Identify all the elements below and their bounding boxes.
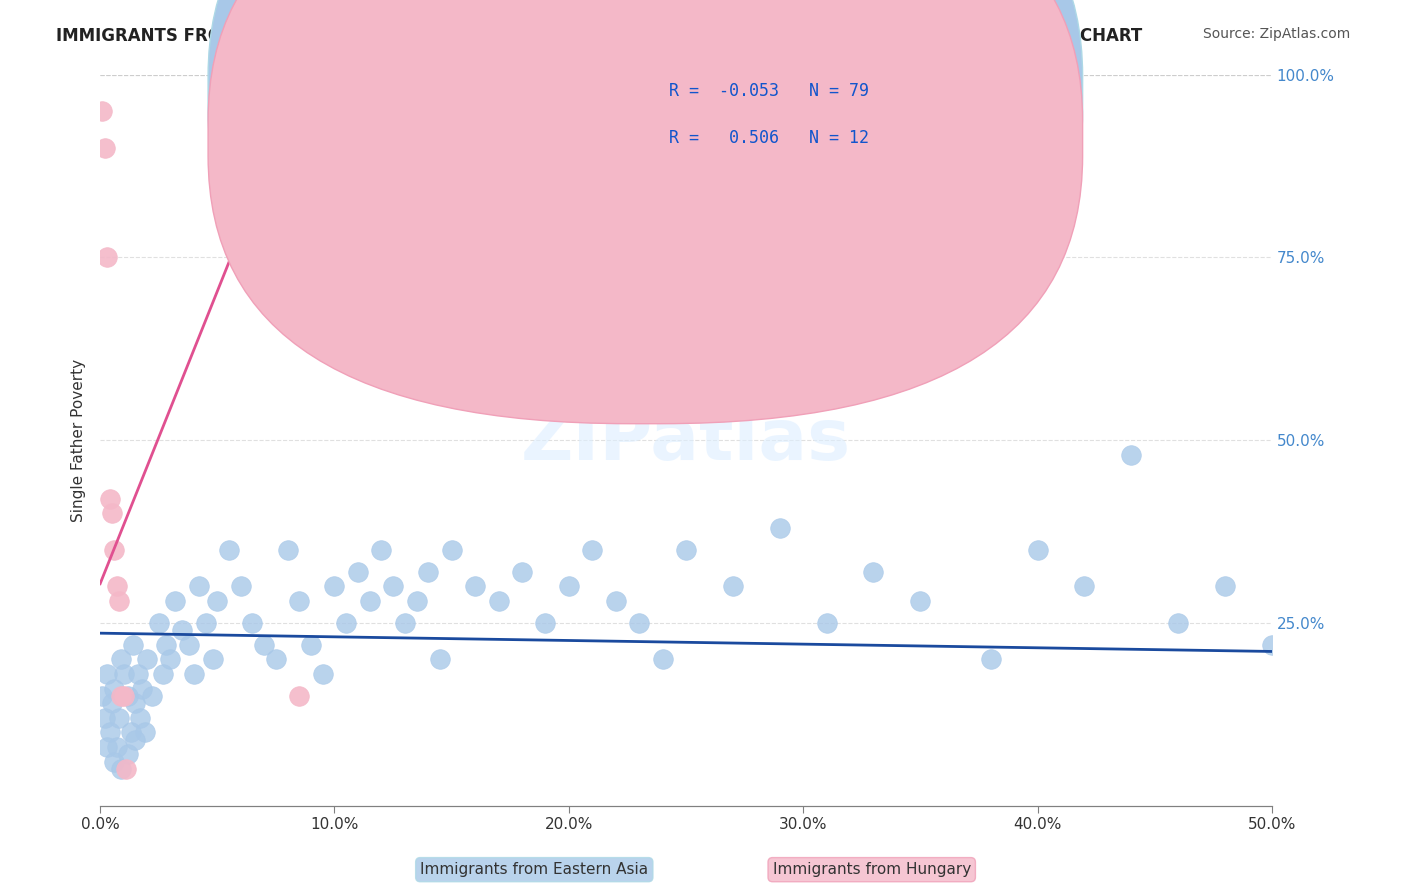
Point (110, 652, 132, 666)
Text: IMMIGRANTS FROM EASTERN ASIA VS IMMIGRANTS FROM HUNGARY SINGLE FATHER POVERTY CO: IMMIGRANTS FROM EASTERN ASIA VS IMMIGRAN… (56, 27, 1143, 45)
Point (207, 594, 229, 608)
Point (155, 638, 177, 652)
Point (429, 652, 451, 666)
Point (1167, 615, 1189, 630)
Point (382, 579, 405, 593)
Point (183, 667, 205, 681)
Point (288, 689, 311, 703)
Point (288, 594, 311, 608)
Text: ZIPatlas: ZIPatlas (522, 406, 851, 475)
Point (405, 594, 427, 608)
Point (510, 565, 533, 579)
Point (605, 594, 627, 608)
Point (1213, 579, 1236, 593)
Point (120, 725, 142, 739)
Point (103, 755, 125, 769)
Point (359, 594, 381, 608)
Point (94, 141, 117, 155)
Point (769, 521, 792, 535)
Point (179, 638, 201, 652)
Point (96, 667, 118, 681)
Point (103, 681, 125, 696)
Point (103, 542, 125, 557)
Point (558, 579, 581, 593)
Point (141, 689, 163, 703)
Point (1026, 542, 1049, 557)
Point (1121, 448, 1143, 462)
Text: R =  -0.053   N = 79: R = -0.053 N = 79 (669, 82, 869, 100)
Text: Immigrants from Eastern Asia: Immigrants from Eastern Asia (420, 863, 648, 877)
Point (112, 689, 135, 703)
Point (124, 732, 146, 747)
Point (117, 747, 139, 762)
Point (172, 623, 194, 637)
Text: Source: ZipAtlas.com: Source: ZipAtlas.com (1202, 27, 1350, 41)
Point (347, 565, 370, 579)
Point (122, 638, 145, 652)
Point (628, 615, 651, 630)
Point (218, 542, 240, 557)
Point (110, 689, 132, 703)
Point (129, 711, 152, 725)
Point (1073, 579, 1095, 593)
Point (264, 652, 287, 666)
Point (165, 594, 187, 608)
Point (1261, 638, 1284, 652)
Point (105, 740, 128, 755)
Point (980, 652, 1002, 666)
Point (91, 689, 114, 703)
Point (105, 579, 128, 593)
Point (229, 579, 252, 593)
Point (112, 667, 135, 681)
Point (96, 250, 118, 264)
Point (94, 711, 117, 725)
Point (253, 638, 276, 652)
Point (394, 615, 416, 630)
Point (335, 615, 357, 630)
Point (242, 615, 264, 630)
Point (91, 104, 114, 119)
Point (108, 594, 131, 608)
Point (131, 681, 153, 696)
Point (488, 594, 510, 608)
Point (721, 579, 744, 593)
Point (124, 696, 146, 710)
Point (96, 740, 118, 755)
Point (910, 594, 932, 608)
Point (110, 762, 132, 776)
Point (194, 615, 217, 630)
Point (418, 565, 440, 579)
Point (675, 542, 697, 557)
Point (201, 652, 224, 666)
Point (299, 638, 322, 652)
Point (312, 667, 335, 681)
Point (127, 667, 149, 681)
Point (370, 542, 392, 557)
Point (115, 762, 138, 776)
Point (815, 615, 838, 630)
Point (134, 725, 156, 739)
Point (323, 579, 346, 593)
Point (440, 542, 463, 557)
Point (98, 491, 121, 506)
Point (101, 506, 124, 520)
Point (136, 652, 159, 666)
Point (187, 579, 209, 593)
Text: R =   0.506   N = 12: R = 0.506 N = 12 (669, 129, 869, 147)
Point (117, 689, 139, 703)
Point (534, 615, 557, 630)
Point (159, 652, 181, 666)
Point (581, 542, 603, 557)
Text: Immigrants from Hungary: Immigrants from Hungary (772, 863, 972, 877)
Point (101, 696, 124, 710)
Point (98, 725, 121, 739)
Y-axis label: Single Father Poverty: Single Father Poverty (72, 359, 86, 522)
Point (862, 565, 884, 579)
Point (651, 652, 673, 666)
Point (108, 711, 131, 725)
Point (148, 615, 170, 630)
Point (464, 579, 486, 593)
Point (152, 667, 174, 681)
Point (277, 542, 299, 557)
